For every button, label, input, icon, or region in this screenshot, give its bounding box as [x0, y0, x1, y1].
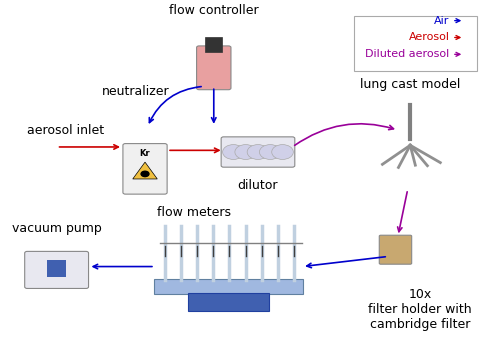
FancyBboxPatch shape — [24, 251, 88, 289]
Circle shape — [247, 144, 269, 159]
Text: Air: Air — [434, 15, 450, 26]
Circle shape — [222, 144, 244, 159]
Text: Aerosol: Aerosol — [408, 32, 450, 42]
Text: lung cast model: lung cast model — [360, 78, 460, 92]
Text: neutralizer: neutralizer — [102, 85, 169, 98]
Circle shape — [272, 144, 293, 159]
FancyBboxPatch shape — [221, 137, 295, 167]
Text: flow meters: flow meters — [157, 206, 231, 219]
FancyBboxPatch shape — [206, 37, 222, 52]
Circle shape — [141, 171, 149, 176]
Text: Kr: Kr — [140, 149, 150, 158]
Bar — [47, 260, 66, 277]
Text: dilutor: dilutor — [238, 180, 278, 192]
Text: 10x
filter holder with
cambridge filter: 10x filter holder with cambridge filter — [368, 289, 472, 332]
Circle shape — [260, 144, 281, 159]
FancyBboxPatch shape — [380, 235, 412, 264]
Polygon shape — [132, 162, 158, 179]
FancyBboxPatch shape — [196, 46, 231, 90]
Text: aerosol inlet: aerosol inlet — [27, 123, 104, 137]
FancyBboxPatch shape — [354, 15, 476, 71]
FancyBboxPatch shape — [123, 143, 167, 194]
Circle shape — [235, 144, 256, 159]
FancyBboxPatch shape — [188, 293, 269, 311]
Text: vacuum pump: vacuum pump — [12, 222, 102, 235]
Text: flow controller: flow controller — [169, 4, 258, 17]
Text: Diluted aerosol: Diluted aerosol — [366, 49, 450, 59]
FancyBboxPatch shape — [154, 279, 303, 294]
